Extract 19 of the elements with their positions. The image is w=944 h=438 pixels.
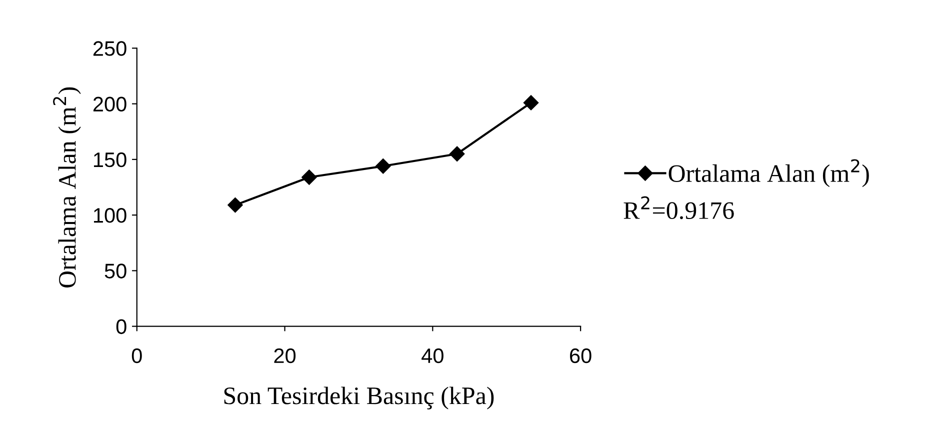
y-tick-label: 250 (93, 41, 126, 56)
point (302, 170, 317, 185)
y-tick-label: 100 (94, 208, 126, 223)
point (376, 158, 391, 174)
y-tick-label: 150 (94, 152, 126, 168)
y-tick-label: 0 (116, 319, 126, 334)
point (228, 197, 243, 213)
x-tick-label: 20 (274, 348, 296, 364)
point (523, 95, 539, 110)
x-tick-label: 60 (570, 348, 592, 364)
text: R$^{2}$=0.9176 (624, 196, 734, 220)
x-tick-label: 0 (132, 348, 142, 364)
y-axis-title: Ortalama Alan (m$^{2}$) (53, 87, 81, 288)
x-tick-label: 40 (422, 348, 444, 364)
y-tick-label: 200 (93, 96, 126, 112)
point (450, 146, 465, 162)
legend-label: Ortalama Alan (m$^{2}$) (668, 159, 869, 188)
x-axis-title: Son Tesirdeki Basınç (kPa) (224, 386, 494, 410)
y-tick-label: 50 (104, 264, 126, 278)
